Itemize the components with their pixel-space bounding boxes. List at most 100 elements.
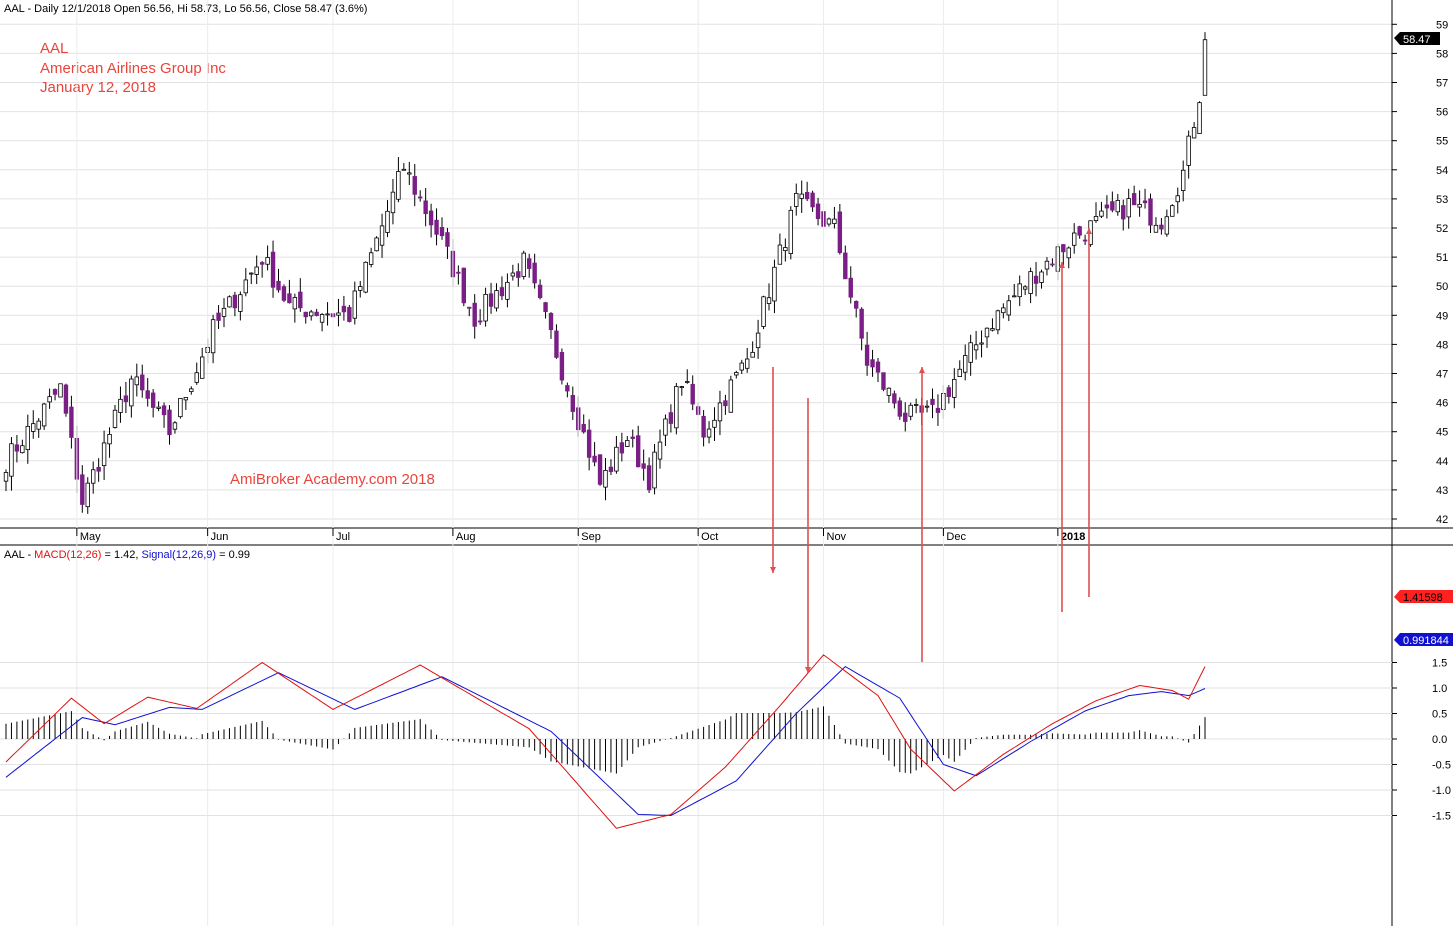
candle-body-down (930, 398, 935, 405)
candle (783, 238, 788, 262)
candle (472, 294, 477, 339)
candle-body-up (91, 469, 96, 484)
candle (91, 461, 96, 494)
candle-body-up (614, 446, 619, 472)
candle (1170, 204, 1175, 217)
candle-body-up (1115, 200, 1120, 213)
candle (854, 300, 859, 318)
candle (652, 443, 657, 495)
candle-body-up (1028, 271, 1033, 294)
price-tick-label: 48 (1436, 339, 1448, 351)
candle-body-up (1044, 260, 1050, 270)
candle (794, 183, 799, 216)
candle (341, 295, 347, 321)
candle-body-down (516, 271, 521, 278)
candle-body-down (1061, 244, 1066, 253)
candle-body-up (379, 225, 385, 246)
candle-body-up (772, 266, 777, 302)
candle-body-down (646, 465, 652, 491)
candle (287, 279, 292, 304)
price-tick-label: 55 (1436, 136, 1448, 148)
candle-body-up (368, 252, 374, 265)
candle (80, 465, 85, 513)
candle-body-down (123, 395, 129, 403)
candle (592, 442, 597, 467)
price-tick-label: 54 (1436, 165, 1448, 177)
candle (183, 397, 189, 410)
candle (140, 364, 145, 398)
candle-body-up (118, 398, 123, 413)
candle-body-up (826, 218, 832, 225)
candle (423, 188, 428, 227)
candle-body-up (1017, 283, 1022, 298)
price-panel: 42 43 44 45 46 47 48 49 50 51 52 53 54 55 56 57 58 59 AAL… (0, 3, 1448, 526)
candle (963, 344, 968, 381)
candle (870, 349, 875, 377)
candle-body-up (510, 272, 516, 277)
candle-body-up (183, 397, 189, 401)
candle-body-down (439, 227, 445, 237)
candle (559, 348, 565, 385)
candle (952, 368, 957, 409)
candle (668, 404, 674, 433)
macd-header: AAL - MACD(12,26) = 1.42, Signal(12,26,9… (4, 549, 250, 561)
candle (379, 213, 385, 258)
annotation-arrow (770, 367, 776, 573)
candle (946, 385, 952, 404)
candle-body-up (766, 297, 772, 304)
candle-body-up (9, 443, 14, 477)
candle-body-up (728, 379, 734, 413)
candle-body-up (25, 425, 30, 451)
candle-body-up (129, 378, 134, 407)
candle-body-down (298, 291, 303, 309)
candle (510, 264, 516, 281)
candle-body-up (1012, 295, 1017, 298)
price-tick-label: 52 (1436, 223, 1448, 235)
candle (319, 313, 325, 332)
macd-tick-label: 0.0 (1432, 734, 1447, 746)
candle-body-down (935, 407, 941, 413)
candle-body-down (565, 385, 570, 392)
candle (210, 314, 216, 364)
candle-body-up (777, 244, 783, 265)
candle (238, 291, 243, 321)
candle-body-up (227, 296, 232, 308)
candle (161, 402, 167, 428)
candle-body-up (973, 344, 979, 351)
candle-body-down (417, 196, 423, 199)
candle (445, 227, 450, 259)
candle (1044, 257, 1050, 276)
candle-body-up (739, 362, 744, 371)
candle-body-down (303, 311, 308, 318)
candle-body-down (472, 302, 477, 327)
candle-body-down (150, 392, 156, 408)
candle (1001, 303, 1006, 319)
candle (156, 401, 161, 412)
candle-body-down (347, 307, 352, 322)
candle-body-up (1153, 224, 1159, 233)
candle-body-down (499, 287, 505, 297)
candle (194, 362, 199, 385)
candle (777, 233, 783, 265)
candle (608, 459, 614, 476)
candle-body-up (385, 210, 390, 233)
candle (788, 206, 793, 260)
candle-body-down (1050, 263, 1055, 266)
candle (804, 181, 810, 202)
price-tick-label: 57 (1436, 78, 1448, 90)
candle-body-down (597, 454, 603, 485)
price-tick-label: 59 (1436, 19, 1448, 31)
candle (199, 347, 205, 379)
candle (1142, 188, 1148, 209)
candle-body-up (336, 312, 341, 316)
candle-body-up (3, 472, 9, 482)
candle-body-up (832, 218, 837, 224)
candle (848, 266, 853, 304)
candle-body-up (41, 403, 47, 427)
candle (685, 369, 690, 384)
candle-body-down (1159, 224, 1164, 230)
candle (984, 327, 990, 348)
candle-body-down (428, 210, 434, 226)
candle-body-up (58, 383, 63, 398)
price-tick-label: 51 (1436, 252, 1448, 264)
